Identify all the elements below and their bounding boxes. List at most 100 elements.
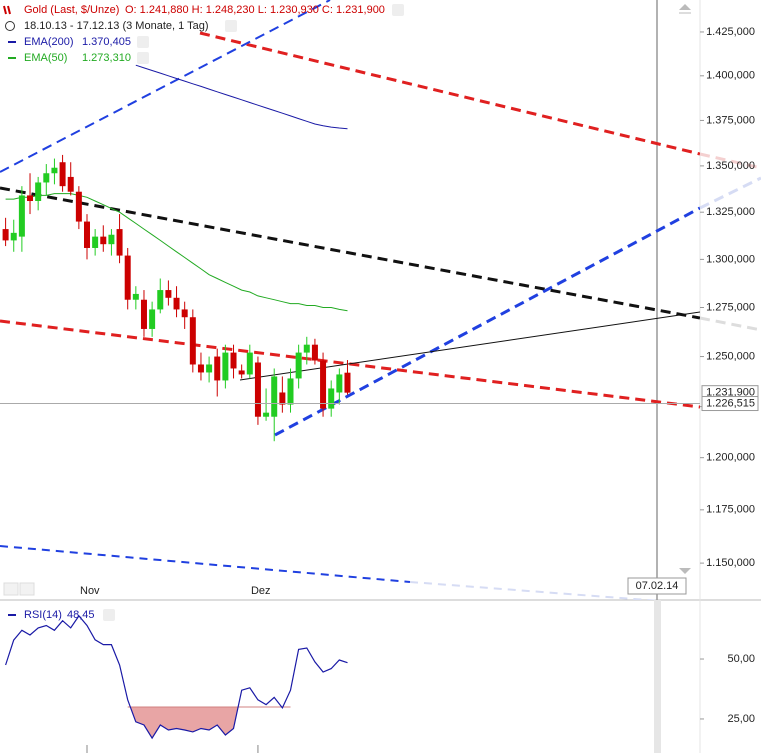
candle-body — [43, 173, 50, 183]
legend-label: EMA(50) — [24, 52, 67, 64]
candle-body — [303, 344, 310, 353]
zoom-button[interactable] — [3, 582, 19, 596]
candle-body — [206, 364, 213, 373]
legend-label: EMA(200) — [24, 36, 74, 48]
candle-body — [246, 352, 253, 375]
y-tick-label: 1.200,000 — [706, 452, 755, 464]
y-tick-label: 1.325,000 — [706, 206, 755, 218]
settings-button[interactable] — [103, 609, 115, 621]
candle-body — [59, 162, 66, 187]
candle-body — [263, 412, 270, 417]
ema-line — [135, 64, 348, 130]
candle-body — [328, 388, 335, 409]
candle-body — [295, 352, 302, 379]
y-tick-label: 1.375,000 — [706, 114, 755, 126]
candle-body — [189, 317, 196, 365]
candle-body — [230, 352, 237, 369]
trend-line — [199, 31, 700, 156]
y-tick-label: 1.400,000 — [706, 70, 755, 82]
trend-line — [699, 176, 761, 210]
candle-body — [35, 182, 42, 202]
trend-line — [239, 311, 700, 381]
settings-button[interactable] — [137, 52, 149, 64]
candle-body — [108, 234, 115, 245]
candle-body — [214, 356, 221, 381]
candle-body — [336, 374, 343, 393]
trend-line — [0, 0, 331, 173]
trend-line — [409, 581, 661, 600]
candle-body — [2, 229, 9, 241]
rsi-line — [5, 614, 348, 740]
candle-body — [100, 236, 107, 245]
y-tick-label: 1.175,000 — [706, 504, 755, 516]
candle-body — [181, 309, 188, 318]
price-marker-label: 1.226,515 — [706, 397, 755, 409]
cursor-band — [654, 600, 661, 753]
trend-line — [0, 186, 700, 320]
drawings — [0, 0, 700, 600]
y-tick-label: 25,00 — [727, 713, 755, 725]
trend-line — [699, 316, 761, 332]
settings-button[interactable] — [137, 36, 149, 48]
candle-body — [27, 195, 34, 202]
candle-body — [311, 344, 318, 361]
ohlc-info: O: 1.241,880 H: 1.248,230 L: 1.230,930 C… — [125, 4, 385, 16]
y-tick-label: 1.250,000 — [706, 350, 755, 362]
settings-button[interactable] — [225, 20, 237, 32]
candle-body — [173, 297, 180, 310]
y-tick-label: 1.350,000 — [706, 160, 755, 172]
trend-line — [274, 206, 700, 437]
legend-label: RSI(14) — [24, 609, 62, 621]
candle-body — [222, 352, 229, 381]
zoom-button[interactable] — [19, 582, 35, 596]
candle-body — [116, 229, 123, 256]
candle-body — [287, 378, 294, 405]
x-tick-label: Dez — [251, 585, 271, 597]
trend-line — [699, 152, 761, 170]
trend-line — [0, 545, 411, 583]
candle-body — [157, 290, 164, 310]
legend: Gold (Last, $/Unze) O: 1.241,880 H: 1.24… — [3, 4, 404, 32]
candle-body — [140, 299, 147, 329]
ema-line — [5, 193, 348, 312]
candle-body — [75, 191, 82, 222]
clock-icon — [5, 21, 15, 31]
legend-value: 1.370,405 — [82, 36, 131, 48]
candle-body — [320, 360, 327, 409]
y-tick-label: 1.300,000 — [706, 253, 755, 265]
candle-body — [92, 236, 99, 248]
candle-body — [18, 195, 25, 237]
legend-value: 48,45 — [67, 609, 95, 621]
candle-body — [149, 309, 156, 329]
settings-button[interactable] — [392, 4, 404, 16]
oversold-fill — [130, 706, 283, 739]
candle-body — [254, 362, 261, 417]
legend-value: 1.273,310 — [82, 52, 131, 64]
instrument-title: Gold (Last, $/Unze) — [24, 4, 119, 16]
cursor-label: 07.02.14 — [636, 580, 679, 592]
y-tick-label: 50,00 — [727, 653, 755, 665]
candle-body — [165, 290, 172, 298]
rsi-area — [5, 614, 348, 740]
candle-body — [51, 167, 58, 174]
y-tick-label: 1.425,000 — [706, 26, 755, 38]
date-range: 18.10.13 - 17.12.13 (3 Monate, 1 Tag) — [24, 20, 208, 32]
candle-body — [10, 232, 17, 241]
scroll-down[interactable] — [679, 568, 691, 574]
candle-body — [67, 176, 74, 192]
candle-body — [238, 370, 245, 375]
price-marker-label: 1.231,900 — [706, 387, 755, 399]
candle-body — [344, 372, 351, 393]
x-tick-label: Nov — [80, 585, 100, 597]
scroll-up[interactable] — [679, 4, 691, 10]
candle-body — [279, 392, 286, 405]
candle-body — [84, 221, 90, 248]
candle-body — [197, 364, 204, 373]
plot-area — [2, 64, 351, 442]
price-marker-box — [701, 396, 759, 412]
candle-body — [124, 255, 131, 300]
y-tick-label: 1.275,000 — [706, 301, 755, 313]
instrument-icon — [3, 5, 11, 15]
candle-body — [132, 293, 139, 300]
